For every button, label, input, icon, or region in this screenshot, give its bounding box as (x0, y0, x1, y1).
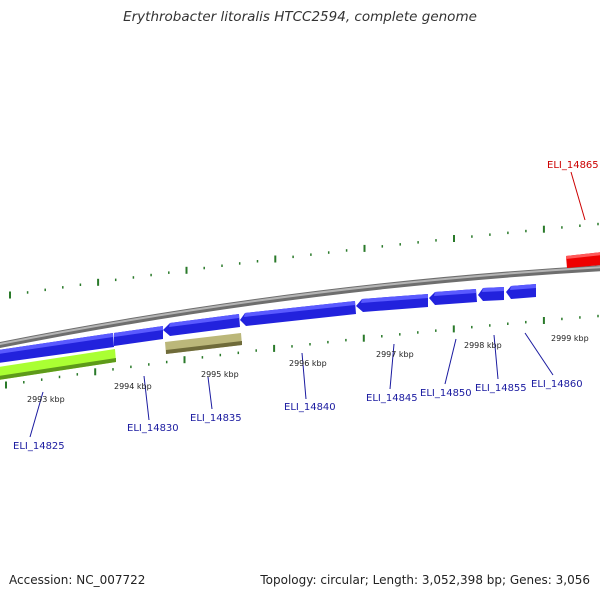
gene-feature-tan[interactable] (165, 333, 242, 354)
gene-labels: ELI_14825 ELI_14830 ELI_14835 ELI_14840 … (13, 160, 599, 452)
gene-feature-eli-14835[interactable] (163, 314, 240, 336)
gene-label-eli-14850[interactable]: ELI_14850 (420, 388, 472, 399)
gene-feature-eli-14830[interactable] (114, 326, 163, 346)
gene-label-eli-14840[interactable]: ELI_14840 (284, 402, 336, 413)
tick-label: 2999 kbp (551, 334, 589, 343)
gene-label-eli-14835[interactable]: ELI_14835 (190, 413, 242, 424)
tick-label: 2997 kbp (376, 350, 414, 359)
accession-value: NC_007722 (76, 573, 146, 587)
gene-feature-eli-14860[interactable] (506, 284, 536, 299)
gene-features (0, 252, 600, 380)
tick-label: 2994 kbp (114, 382, 152, 391)
gene-label-eli-14855[interactable]: ELI_14855 (475, 383, 527, 394)
map-title: Erythrobacter litoralis HTCC2594, comple… (123, 9, 477, 25)
gene-label-eli-14865[interactable]: ELI_14865 (547, 160, 599, 171)
topology-text: Topology: circular; Length: 3,052,398 bp… (260, 573, 590, 587)
gene-feature-eli-14850[interactable] (429, 289, 477, 305)
tick-label: 2995 kbp (201, 370, 239, 379)
label-leader-lines (29, 171, 586, 438)
tick-label: 2996 kbp (289, 359, 327, 368)
accession-text: Accession: NC_007722 (9, 573, 145, 587)
gene-feature-eli-14865[interactable] (566, 252, 600, 268)
gene-feature-eli-14825-forward[interactable] (0, 333, 114, 363)
inner-tick-ring (5, 314, 599, 389)
gene-label-eli-14830[interactable]: ELI_14830 (127, 423, 179, 434)
gene-feature-eli-14840[interactable] (240, 301, 356, 326)
accession-label: Accession: (9, 573, 73, 587)
gene-feature-green[interactable] (0, 349, 116, 380)
tick-label: 2998 kbp (464, 341, 502, 350)
gene-label-eli-14825[interactable]: ELI_14825 (13, 441, 65, 452)
gene-feature-eli-14855[interactable] (478, 287, 504, 301)
gene-label-eli-14860[interactable]: ELI_14860 (531, 379, 583, 390)
tick-labels: 2993 kbp 2994 kbp 2995 kbp 2996 kbp 2997… (27, 334, 589, 404)
gene-label-eli-14845[interactable]: ELI_14845 (366, 393, 418, 404)
outer-tick-ring (9, 222, 599, 299)
genome-backbone (0, 265, 600, 349)
genome-backbone-highlight (0, 266, 600, 346)
gene-feature-eli-14845[interactable] (356, 294, 428, 312)
tick-label: 2993 kbp (27, 395, 65, 404)
